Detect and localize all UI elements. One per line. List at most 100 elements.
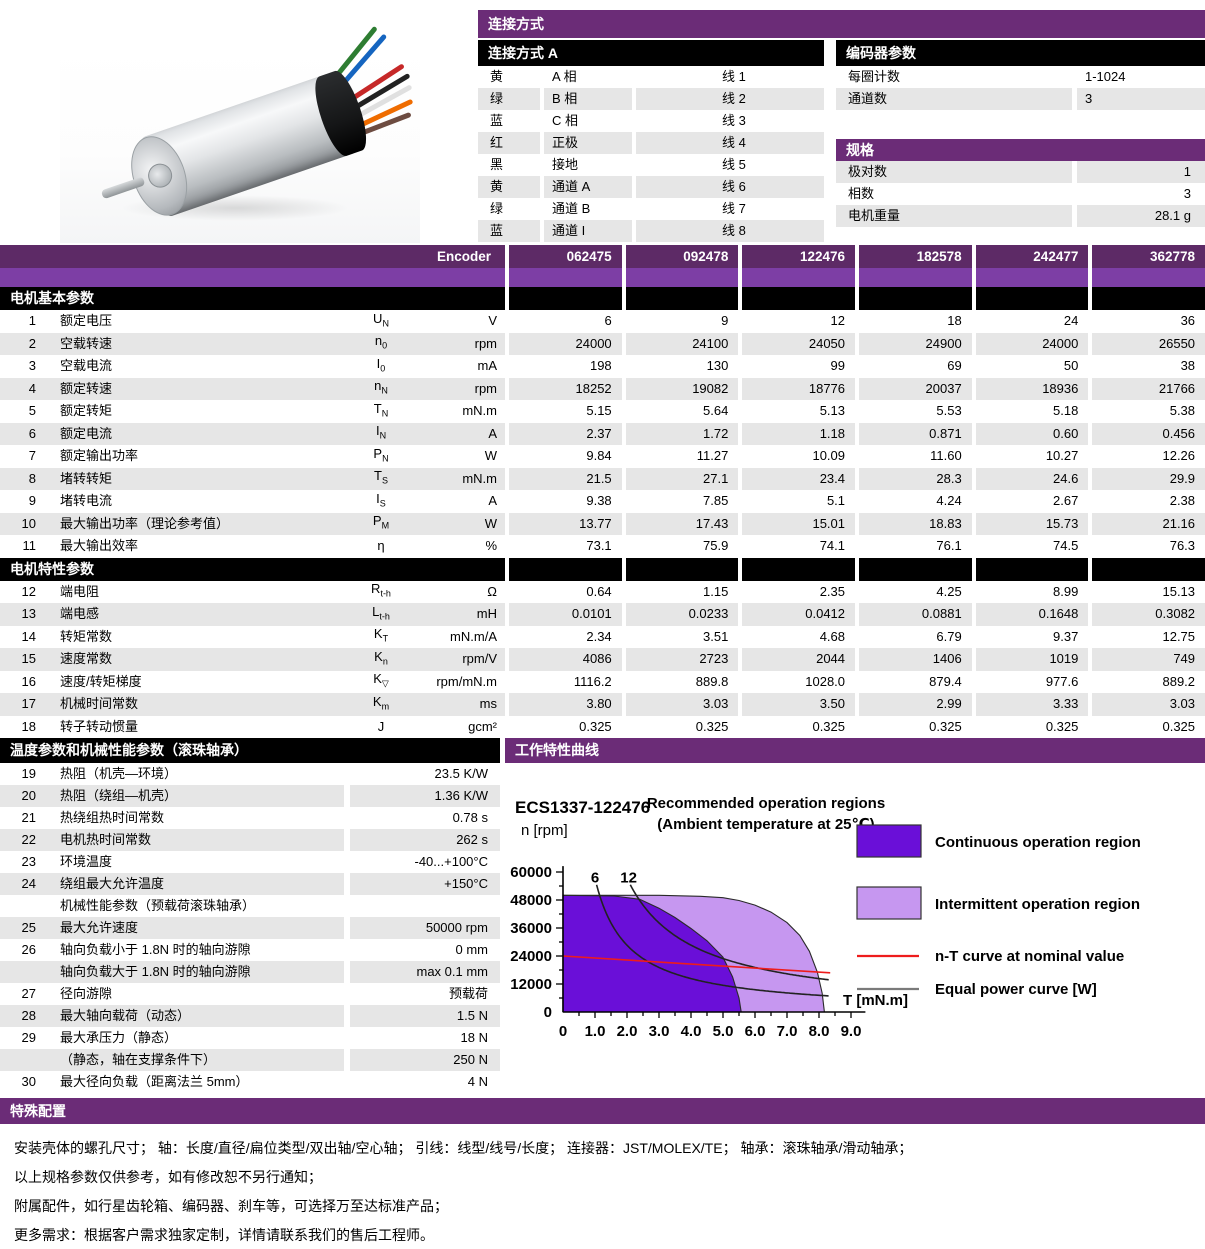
value-cell: 5.64: [703, 403, 729, 418]
encoder-param-row: 每圈计数 1-1024: [836, 66, 1205, 88]
value-cell: 9.84: [586, 448, 612, 463]
value-cell: 38: [1180, 358, 1196, 373]
param-name: 额定电流: [60, 425, 113, 441]
param-symbol: Kn: [374, 648, 388, 667]
value-cell: 1.15: [703, 583, 729, 599]
value-cell: 1028.0: [805, 673, 846, 689]
spec-value: 1: [1077, 161, 1205, 183]
value-cell: 18936: [975, 377, 1089, 400]
operation-regions-chart: ECS1337-122476 n [rpm] Recommended operati…: [510, 795, 1141, 1040]
legend-label: Continuous operation region: [935, 834, 1141, 851]
temp-row: 22 电机热时间常数 262 s: [0, 829, 500, 851]
x-tick-label: 2.0: [617, 1023, 638, 1040]
value-cell: 12.26: [1162, 448, 1196, 463]
value-cell: 76.1: [936, 538, 962, 553]
row-number: 5: [28, 403, 36, 418]
row-number: 7: [28, 448, 36, 463]
value-cell: 0.325: [1045, 718, 1079, 734]
temp-row: 27 径向游隙 预载荷: [0, 983, 500, 1005]
row-left: 6 额定电流 IN A: [0, 422, 505, 445]
value-cell: 3.80: [509, 693, 622, 716]
chart-xlabel: T [mN.m]: [843, 992, 908, 1009]
row-number: 10: [21, 515, 36, 531]
table-row: 8 堵转转矩 TS mN.m 21.5 27.1 23.4 28.3 24.6 29.9: [0, 467, 1205, 490]
row-left: 10 最大输出功率（理论参考值） PM W: [0, 512, 505, 535]
temp-row: 29 最大承压力（静态） 18 N: [0, 1027, 500, 1049]
value-cell: 21.5: [509, 467, 622, 490]
legend-swatch: [856, 886, 922, 920]
param-name: 速度/转矩梯度: [60, 673, 142, 689]
wire-number-label: 线 6: [636, 176, 824, 198]
spec-row: 电机重量 28.1 g: [836, 205, 1205, 227]
row-number: [0, 895, 36, 917]
param-unit: Ω: [487, 583, 497, 599]
encoder-column-header: 122476: [742, 245, 856, 268]
param-name: 环境温度: [60, 854, 113, 869]
value-cell: 74.5: [1053, 538, 1079, 553]
table-row: 5 额定转矩 TN mN.m 5.15 5.64 5.13 5.53 5.18 5.38: [0, 400, 1205, 423]
temp-row-left: 21 热绕组热时间常数: [0, 807, 344, 829]
value-cell: 24050: [742, 332, 856, 355]
y-tick-label: 48000: [510, 892, 552, 909]
wire-color-label: 蓝: [478, 220, 540, 242]
temp-row: 机械性能参数（预载荷滚珠轴承）: [0, 895, 500, 917]
value-cell: 0.0412: [742, 603, 856, 626]
value-cell: 10.09: [812, 448, 846, 463]
encoder-header-left: Encoder: [0, 245, 505, 268]
value-cell: 3.33: [975, 693, 1089, 716]
row-number: 13: [21, 606, 36, 621]
param-symbol: Km: [372, 693, 390, 712]
specs-title-bar: 规格: [836, 139, 1205, 161]
value-cell: 2.67: [1053, 493, 1079, 508]
temp-row: （静态，轴在支撑条件下） 250 N: [0, 1049, 500, 1071]
param-symbol: IS: [376, 490, 386, 509]
value-cell: 15.13: [1162, 583, 1196, 599]
param-name: （静态，轴在支撑条件下）: [60, 1052, 217, 1067]
param-symbol: PM: [372, 513, 390, 531]
param-unit: %: [485, 538, 497, 553]
value-cell: 0.325: [1162, 718, 1196, 734]
note-line: 更多需求：根据客户需求独家定制，详情请联系我们的售后工程师。: [14, 1227, 434, 1243]
value-cell: 9.38: [586, 493, 612, 508]
row-number: 16: [21, 673, 36, 689]
x-tick-label: 0: [559, 1023, 567, 1040]
value-cell: 6.79: [936, 628, 962, 644]
table-row: 11 最大输出效率 η% 73.1 75.9 74.1 76.1 74.5 76.3: [0, 535, 1205, 558]
value-cell: 20037: [859, 377, 972, 400]
param-name: 最大轴向载荷（动态）: [60, 1008, 191, 1023]
table-row: 6 额定电流 IN A 2.37 1.72 1.18 0.871 0.60 0.456: [0, 422, 1205, 445]
connection-row: 绿 通道 B 线 7: [478, 198, 824, 220]
legend-swatch: [856, 824, 922, 858]
param-name: 空载电流: [60, 358, 113, 373]
wire-color-label: 黄: [478, 176, 540, 198]
temp-row: 26 轴向负载小于 1.8N 时的轴向游隙 0 mm: [0, 939, 500, 961]
x-tick-label: 9.0: [841, 1023, 862, 1040]
value-cell: 0.325: [579, 718, 612, 734]
row-number: 15: [21, 651, 36, 666]
chart-title: Recommended operation regions: [647, 795, 885, 812]
value-cell: 24: [1063, 313, 1079, 328]
param-unit: A: [488, 493, 497, 508]
row-number: 2: [28, 335, 36, 351]
param-unit: mN.m: [462, 403, 497, 418]
value-cell: 4086: [509, 648, 622, 671]
value-cell: 5.38: [1169, 403, 1196, 418]
equal-power-curve: [629, 884, 829, 981]
row-number: 17: [21, 696, 36, 711]
value-cell: 1406: [859, 648, 972, 671]
param-symbol: nN: [374, 378, 388, 396]
row-number: 25: [21, 920, 36, 935]
row-number: 30: [21, 1074, 36, 1089]
param-name: 最大径向负载（距离法兰 5mm）: [60, 1074, 249, 1089]
temp-row-left: 25 最大允许速度: [0, 917, 344, 939]
y-tick-label: 12000: [510, 976, 552, 993]
accent-cell: [859, 268, 972, 287]
param-symbol: J: [377, 718, 385, 734]
value-cell: 879.4: [929, 673, 962, 689]
value-cell: 2723: [625, 648, 739, 671]
value-cell: 28.3: [859, 467, 972, 490]
spec-row: 极对数 1: [836, 161, 1205, 183]
